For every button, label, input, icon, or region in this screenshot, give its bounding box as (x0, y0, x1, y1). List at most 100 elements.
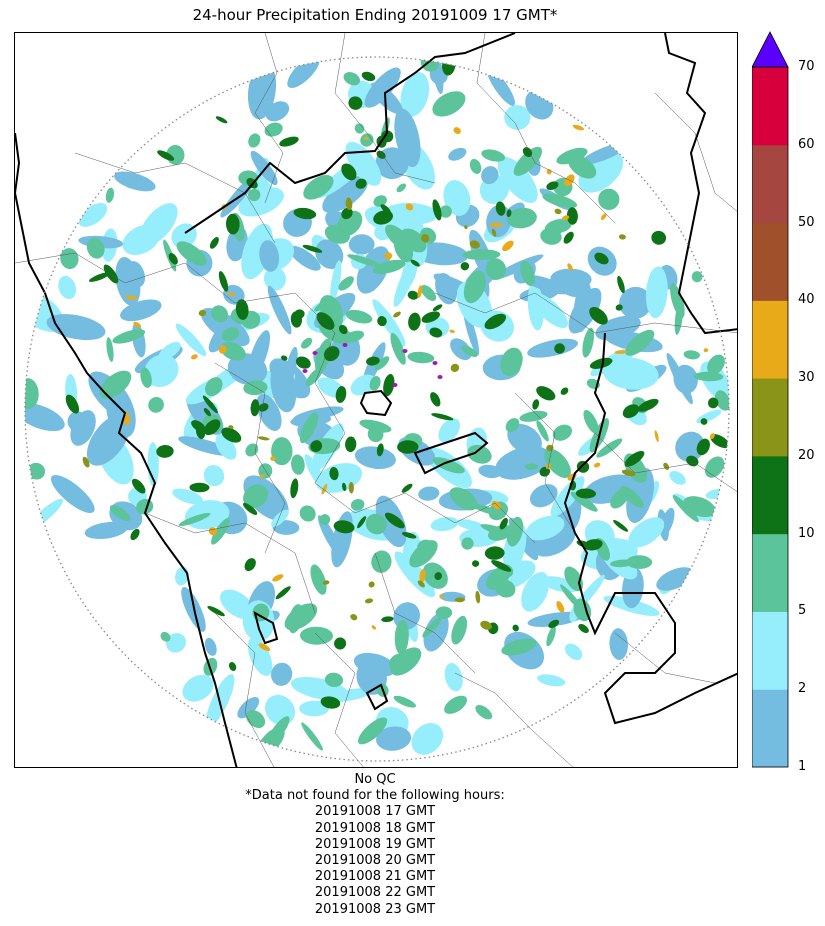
precip-cell (105, 187, 115, 203)
precip-cell (613, 520, 629, 532)
precip-cell (247, 636, 273, 677)
precip-cell (481, 166, 499, 185)
precip-cell (304, 454, 327, 490)
precip-cell (696, 438, 710, 456)
precip-cell (168, 253, 178, 265)
precip-cell (614, 350, 628, 354)
precip-cell (624, 450, 645, 467)
precip-cell (504, 105, 531, 130)
precip-cell (65, 394, 80, 414)
qc-note: No QC (354, 772, 396, 787)
precip-cell (131, 478, 146, 494)
precip-cell (554, 208, 562, 215)
precip-cell (275, 586, 291, 600)
precip-cell (302, 369, 308, 373)
precip-cell (519, 410, 548, 422)
precip-cell (376, 150, 386, 159)
precip-cell (469, 158, 482, 174)
precip-cell (675, 431, 705, 462)
precip-cell (564, 566, 584, 592)
precip-cell (125, 295, 138, 300)
precip-cell (495, 201, 506, 216)
precip-cell (402, 349, 408, 353)
precip-cell (381, 616, 394, 623)
radar-range-ring (24, 56, 730, 762)
colorbar-tick-label: 40 (798, 292, 815, 308)
precip-cell (566, 207, 578, 225)
precip-cell (172, 488, 203, 505)
precip-cell (341, 207, 353, 220)
precip-cell (686, 455, 699, 467)
precip-cell (394, 619, 409, 655)
precip-cell (371, 625, 377, 630)
precip-cell (372, 299, 406, 347)
precip-cell (484, 546, 505, 560)
precip-cell (299, 412, 319, 444)
precip-cell (106, 337, 114, 362)
precip-cell (400, 72, 430, 117)
precip-cell (272, 574, 284, 582)
precip-cell (347, 254, 382, 267)
precip-cell (505, 418, 520, 433)
precip-cell (710, 434, 729, 449)
precip-cell (343, 71, 361, 86)
precip-cell (461, 345, 478, 357)
precip-cell (182, 674, 214, 702)
precip-cell (660, 507, 675, 536)
precip-cell (258, 403, 269, 412)
precip-cell (485, 258, 507, 280)
precip-cell (345, 309, 373, 324)
precip-cell (491, 560, 512, 572)
precip-cell (25, 402, 65, 432)
precip-cell (420, 285, 437, 301)
precip-cell (619, 286, 652, 319)
precip-cell (220, 342, 246, 361)
precip-cell (341, 482, 347, 492)
precip-cell (330, 260, 342, 303)
precip-cell (357, 516, 367, 529)
precip-cell (390, 332, 406, 365)
precip-cell (672, 495, 699, 523)
missing-hour: 20191008 17 GMT (314, 804, 436, 820)
precip-cell (267, 716, 290, 745)
precip-cell (462, 249, 501, 260)
colorbar-segment (752, 611, 788, 690)
precip-cell (656, 567, 694, 591)
precip-cell (527, 611, 583, 627)
precip-cell (342, 343, 348, 347)
precip-cell (259, 240, 280, 272)
precip-cell (383, 202, 438, 225)
precip-cell (654, 430, 659, 442)
precip-cell (60, 248, 79, 270)
precip-cell (302, 244, 323, 253)
precip-cell (350, 498, 365, 511)
precip-cell (449, 487, 478, 511)
precip-cell (82, 456, 90, 468)
precip-cell (377, 316, 387, 327)
precip-cell (321, 483, 328, 495)
precip-cell (205, 377, 223, 397)
precip-cell (354, 446, 396, 470)
precip-cell (526, 515, 565, 541)
precip-cell (666, 352, 693, 405)
precip-cell (354, 123, 365, 134)
colorbar-segment (752, 144, 788, 224)
precip-cell (285, 346, 298, 385)
precip-cell (453, 127, 461, 135)
precip-cell (120, 299, 162, 322)
colorbar-tick-label: 50 (798, 214, 815, 230)
precip-cell (368, 581, 375, 588)
precip-cell (58, 275, 77, 300)
precip-cell (208, 527, 218, 536)
precip-cell (361, 71, 376, 82)
precip-cell (207, 605, 225, 617)
colorbar-segment (752, 689, 788, 768)
precip-cell (544, 448, 571, 479)
precip-cell (432, 91, 466, 117)
precip-cell (512, 624, 519, 632)
precip-cell (663, 462, 670, 470)
precip-cell (243, 484, 269, 509)
precip-cell (133, 321, 141, 328)
precip-cell (397, 440, 419, 454)
precip-cell (345, 436, 357, 453)
